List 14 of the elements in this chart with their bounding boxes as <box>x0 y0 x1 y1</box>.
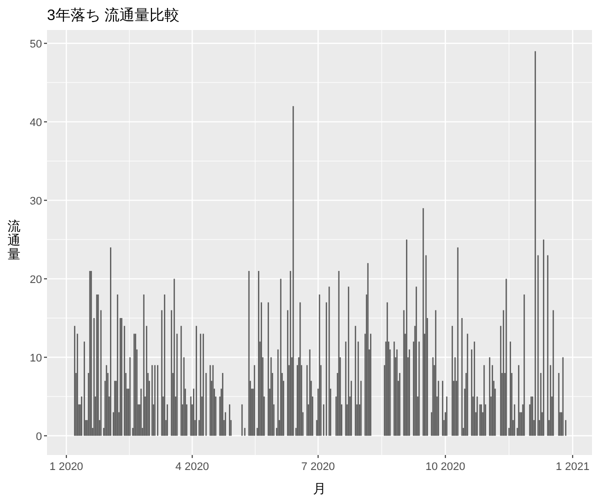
y-tick-label: 30 <box>30 195 42 208</box>
y-axis-title: 流通量 <box>8 218 20 262</box>
y-tick-label: 10 <box>30 352 42 364</box>
x-tick-label: 7 2020 <box>301 461 335 473</box>
y-tick-label: 50 <box>30 38 42 50</box>
x-tick-label: 1 2020 <box>50 461 84 473</box>
x-tick-label: 4 2020 <box>175 461 210 473</box>
x-axis-title: 月 <box>313 481 326 496</box>
chart-title: 3年落ち 流通量比較 <box>47 7 180 24</box>
x-tick-label: 10 2020 <box>425 461 466 473</box>
x-tick-label: 1 2021 <box>556 461 590 473</box>
y-tick-label: 0 <box>36 430 42 443</box>
y-tick-label: 40 <box>30 116 42 129</box>
y-tick-label: 20 <box>30 274 42 286</box>
